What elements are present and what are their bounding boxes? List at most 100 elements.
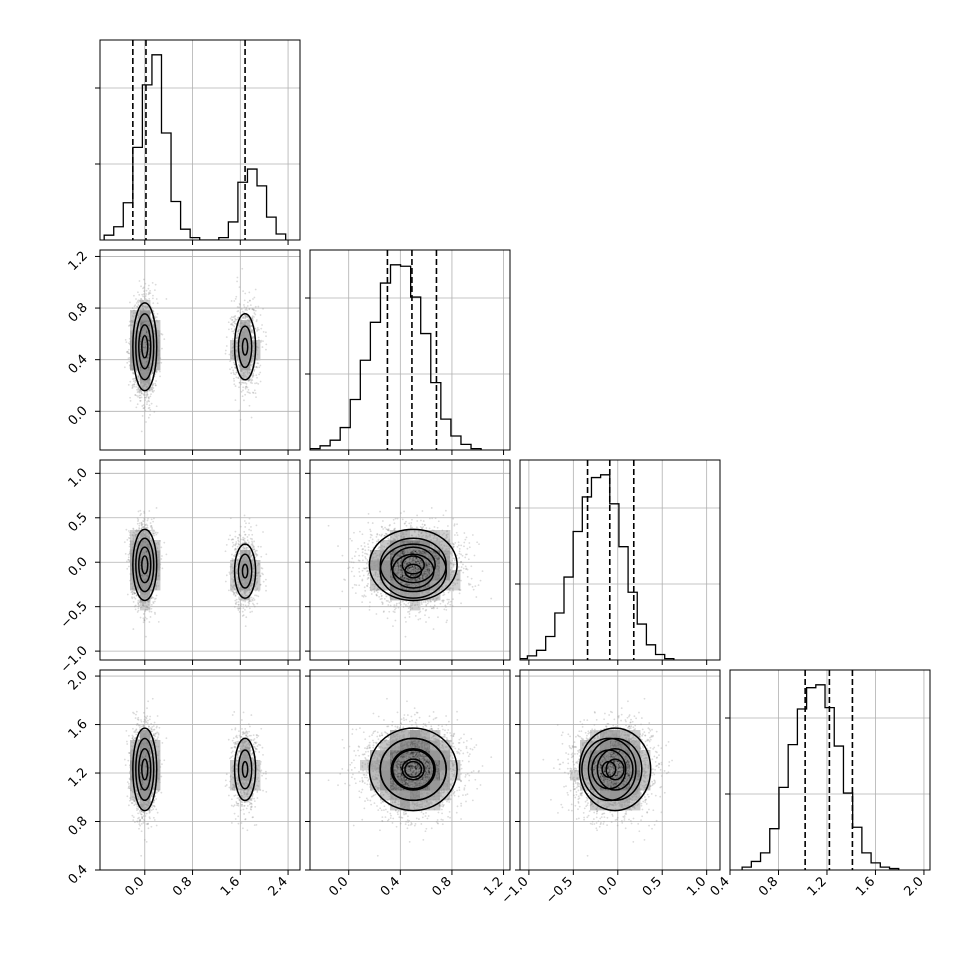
scatter-point (143, 343, 146, 346)
scatter-point (128, 337, 131, 340)
scatter-point (137, 374, 140, 377)
scatter-point (145, 307, 148, 310)
scatter-point (147, 341, 150, 344)
scatter-point (134, 331, 137, 333)
scatter-point (143, 342, 146, 345)
scatter-point (144, 322, 146, 325)
scatter-point (141, 307, 144, 310)
scatter-point (151, 372, 154, 375)
scatter-point (153, 354, 156, 357)
scatter-point (141, 320, 144, 322)
scatter-point (143, 331, 146, 333)
scatter-point (146, 332, 149, 335)
scatter-point (143, 305, 146, 308)
scatter-point (137, 357, 140, 360)
scatter-point (143, 339, 146, 342)
scatter-point (147, 338, 150, 341)
scatter-point (144, 315, 147, 318)
scatter-point (153, 389, 155, 392)
scatter-point (135, 385, 138, 388)
scatter-point (136, 335, 139, 338)
scatter-point (143, 341, 146, 344)
scatter-point (137, 299, 140, 302)
scatter-point (141, 330, 144, 333)
scatter-point (143, 360, 146, 363)
scatter-point (148, 342, 151, 345)
scatter-point (228, 353, 231, 356)
scatter-point (147, 370, 150, 373)
scatter-point (144, 371, 146, 374)
scatter-point (244, 387, 247, 390)
scatter-point (138, 364, 141, 367)
scatter-point (145, 364, 148, 367)
scatter-point (246, 369, 249, 372)
scatter-point (139, 336, 142, 339)
scatter-point (136, 388, 138, 391)
scatter-point (144, 396, 146, 399)
scatter-point (142, 380, 145, 382)
scatter-point (236, 334, 239, 336)
scatter-point (146, 321, 149, 324)
scatter-point (147, 337, 150, 339)
scatter-point (137, 360, 140, 363)
scatter-point (148, 311, 151, 314)
scatter-point (148, 326, 151, 329)
scatter-point (247, 388, 250, 391)
scatter-point (147, 358, 150, 361)
scatter-point (155, 369, 158, 372)
scatter-point (136, 352, 139, 355)
scatter-point (143, 380, 146, 383)
scatter-point (142, 308, 145, 311)
scatter-point (144, 339, 147, 342)
scatter-point (140, 370, 143, 373)
scatter-point (154, 283, 157, 286)
scatter-point (246, 301, 249, 304)
density-cell (240, 330, 251, 341)
scatter-point (141, 305, 144, 308)
scatter-point (138, 396, 141, 399)
scatter-point (127, 348, 130, 351)
scatter-point (147, 355, 150, 358)
scatter-panel-1-0: 0.00.40.81.2 (66, 249, 301, 455)
scatter-point (262, 340, 264, 342)
scatter-point (141, 334, 143, 337)
scatter-point (142, 363, 145, 366)
scatter-point (145, 311, 148, 314)
scatter-point (145, 363, 148, 366)
scatter-point (160, 333, 163, 335)
scatter-point (143, 359, 146, 361)
scatter-point (232, 332, 235, 335)
scatter-point (133, 337, 136, 340)
scatter-point (139, 299, 141, 302)
scatter-point (145, 395, 148, 398)
scatter-point (136, 305, 139, 308)
scatter-point (143, 375, 146, 378)
scatter-point (236, 359, 239, 362)
scatter-point (133, 305, 136, 308)
scatter-point (144, 340, 147, 343)
scatter-point (150, 329, 153, 332)
scatter-point (139, 389, 142, 392)
scatter-point (148, 325, 151, 328)
scatter-point (139, 321, 142, 324)
scatter-point (145, 328, 148, 330)
scatter-point (148, 354, 150, 357)
scatter-point (142, 376, 144, 379)
scatter-point (142, 327, 145, 330)
scatter-point (143, 353, 146, 356)
panel-frame (99, 39, 301, 241)
scatter-point (233, 325, 236, 328)
scatter-point (140, 358, 143, 361)
scatter-point (142, 293, 145, 296)
scatter-point (152, 310, 155, 313)
density-cell (150, 340, 161, 351)
scatter-point (142, 374, 145, 376)
scatter-point (145, 342, 148, 345)
scatter-point (136, 339, 139, 342)
scatter-point (144, 329, 147, 332)
scatter-point (137, 363, 140, 366)
scatter-point (139, 344, 142, 347)
scatter-point (144, 327, 146, 330)
scatter-point (146, 332, 148, 335)
scatter-point (141, 368, 144, 371)
